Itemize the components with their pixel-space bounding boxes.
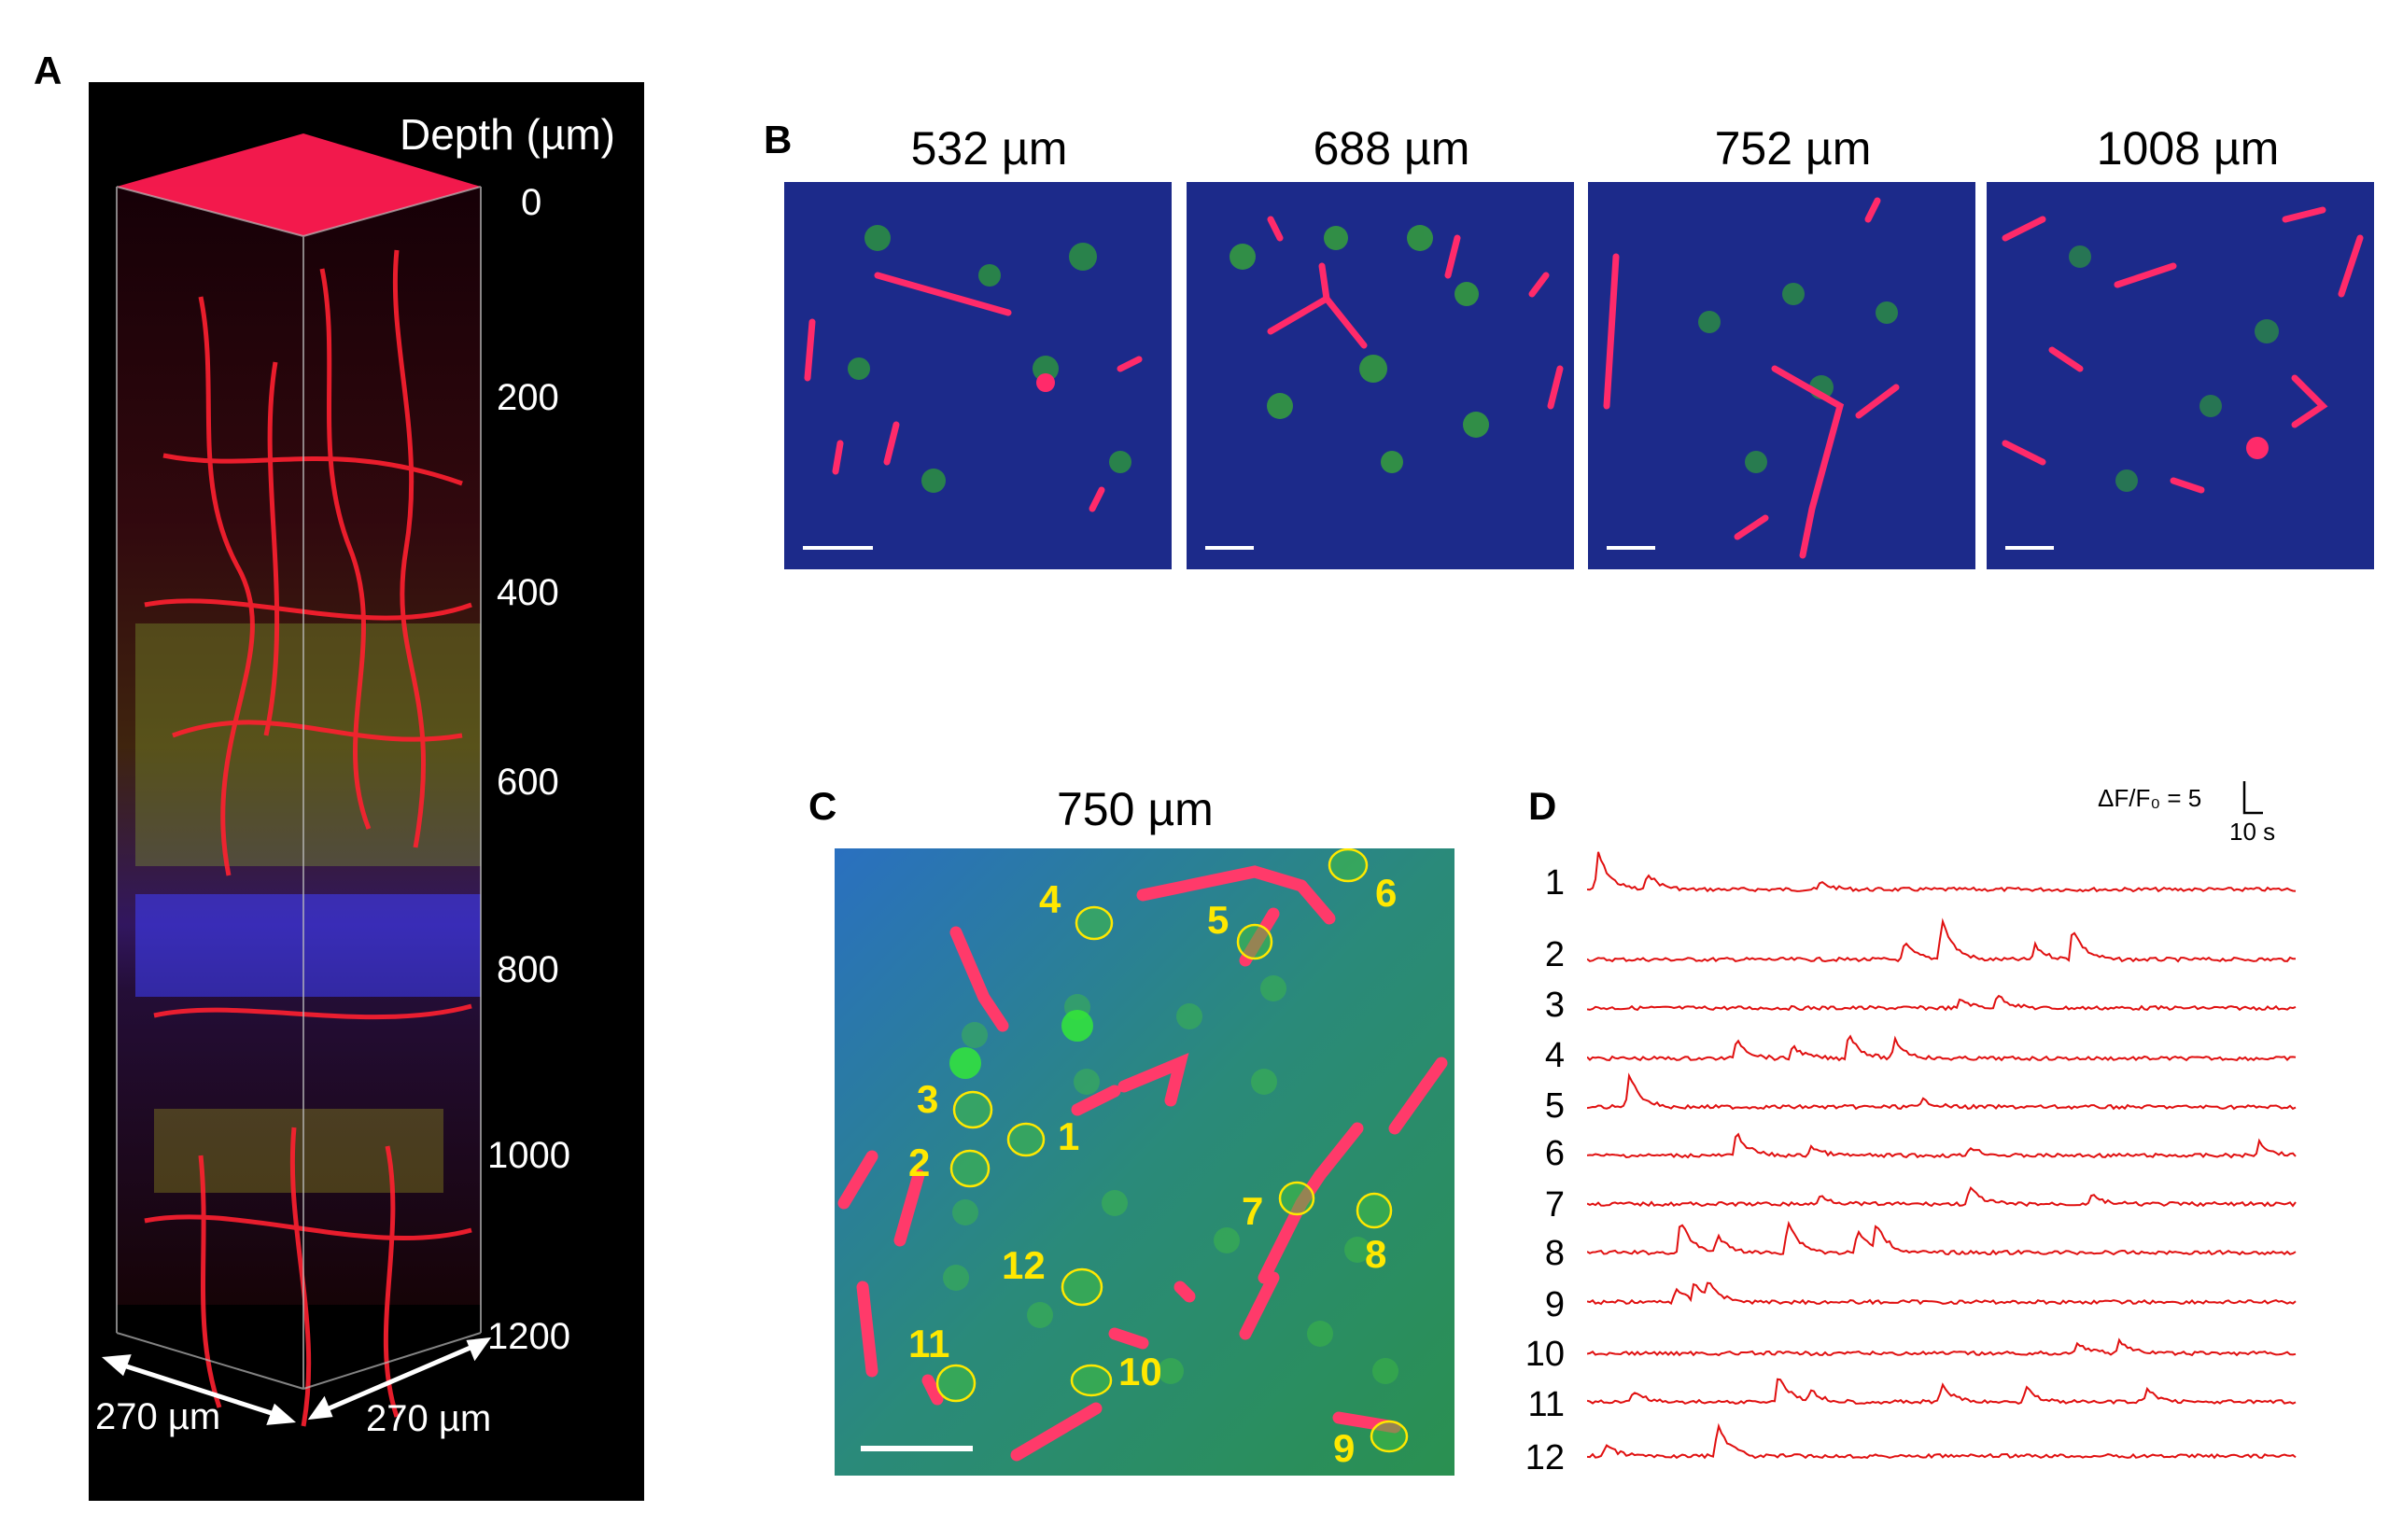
roi-label-7: 7: [1242, 1189, 1264, 1233]
trace-label-10: 10: [1525, 1335, 1565, 1374]
trace-label-3: 3: [1544, 986, 1565, 1025]
panel-b-image-532: [784, 182, 1172, 569]
roi-3: [952, 1090, 993, 1129]
trace-label-6: 6: [1544, 1134, 1565, 1173]
panel-a-letter: A: [34, 49, 63, 92]
trace-6: [1587, 1132, 2297, 1159]
trace-label-7: 7: [1544, 1185, 1565, 1225]
trace-label-1: 1: [1544, 863, 1565, 903]
calcium-traces: [1587, 851, 2297, 1460]
trace-label-9: 9: [1544, 1285, 1565, 1324]
roi-2: [949, 1149, 991, 1188]
panel-a-volume-figure: [89, 82, 644, 1501]
roi-label-3: 3: [917, 1077, 939, 1121]
roi-label-2: 2: [908, 1141, 931, 1184]
depth-tick-200: 200: [497, 377, 559, 418]
trace-label-12: 12: [1525, 1438, 1565, 1477]
depth-tick-1000: 1000: [487, 1135, 570, 1176]
depth-tick-400: 400: [497, 572, 559, 613]
trace-scale-bar: [2242, 781, 2263, 815]
roi-4: [1075, 905, 1114, 941]
trace-label-5: 5: [1544, 1086, 1565, 1126]
panel-b-image-1008: [1987, 182, 2374, 569]
trace-7: [1587, 1185, 2297, 1208]
trace-label-8: 8: [1544, 1234, 1565, 1273]
depth-tick-0: 0: [521, 182, 542, 223]
panel-b-depth-1: 532 µm: [910, 122, 1068, 175]
panel-d-letter: D: [1528, 784, 1557, 828]
panel-b-image-752: [1588, 182, 1975, 569]
depth-tick-1200: 1200: [487, 1316, 570, 1357]
trace-1: [1587, 851, 2297, 893]
roi-9: [1370, 1420, 1409, 1453]
scale-bar-y-label: ΔF/F₀ = 5: [2098, 784, 2202, 812]
panel-b-letter: B: [764, 118, 793, 161]
panel-b-depth-3: 752 µm: [1714, 122, 1872, 175]
trace-4: [1587, 1034, 2297, 1062]
roi-label-10: 10: [1118, 1350, 1162, 1393]
roi-6: [1328, 848, 1369, 883]
roi-label-11: 11: [908, 1322, 950, 1365]
roi-label-6: 6: [1375, 871, 1398, 915]
trace-9: [1587, 1281, 2297, 1306]
panel-c-letter: C: [808, 784, 837, 828]
roi-12: [1061, 1267, 1103, 1307]
scale-bar-x-label: 10 s: [2229, 818, 2276, 846]
roi-10: [1070, 1364, 1113, 1397]
roi-label-9: 9: [1333, 1426, 1356, 1470]
panel-c-scale-bar: [861, 1446, 973, 1451]
trace-8: [1587, 1220, 2297, 1256]
roi-1: [1006, 1122, 1046, 1157]
roi-label-5: 5: [1207, 898, 1230, 942]
trace-12: [1587, 1422, 2297, 1460]
trace-10: [1587, 1337, 2297, 1357]
vascular-volume-render: [101, 133, 492, 1427]
trace-label-11: 11: [1527, 1385, 1565, 1424]
roi-label-8: 8: [1365, 1232, 1387, 1276]
trace-2: [1587, 917, 2296, 963]
roi-7: [1278, 1181, 1315, 1216]
panel-b-image-688: [1187, 182, 1574, 569]
roi-11: [935, 1364, 977, 1403]
panel-b-depth-2: 688 µm: [1313, 122, 1470, 175]
trace-11: [1587, 1378, 2297, 1406]
trace-5: [1587, 1072, 2297, 1111]
trace-label-4: 4: [1544, 1036, 1565, 1075]
panel-b-depth-4: 1008 µm: [2096, 122, 2280, 175]
panel-c-depth-title: 750 µm: [1057, 783, 1214, 835]
width-label-left: 270 µm: [95, 1396, 221, 1437]
panel-c-image: [835, 848, 1454, 1476]
roi-8: [1356, 1192, 1393, 1229]
roi-label-4: 4: [1039, 877, 1061, 921]
trace-label-2: 2: [1544, 935, 1565, 974]
width-label-right: 270 µm: [366, 1398, 492, 1439]
trace-3: [1587, 994, 2297, 1012]
roi-5: [1236, 923, 1273, 960]
roi-label-1: 1: [1058, 1114, 1080, 1158]
roi-label-12: 12: [1002, 1243, 1046, 1287]
depth-tick-800: 800: [497, 949, 559, 990]
depth-axis-title: Depth (µm): [400, 110, 615, 159]
depth-tick-600: 600: [497, 762, 559, 803]
